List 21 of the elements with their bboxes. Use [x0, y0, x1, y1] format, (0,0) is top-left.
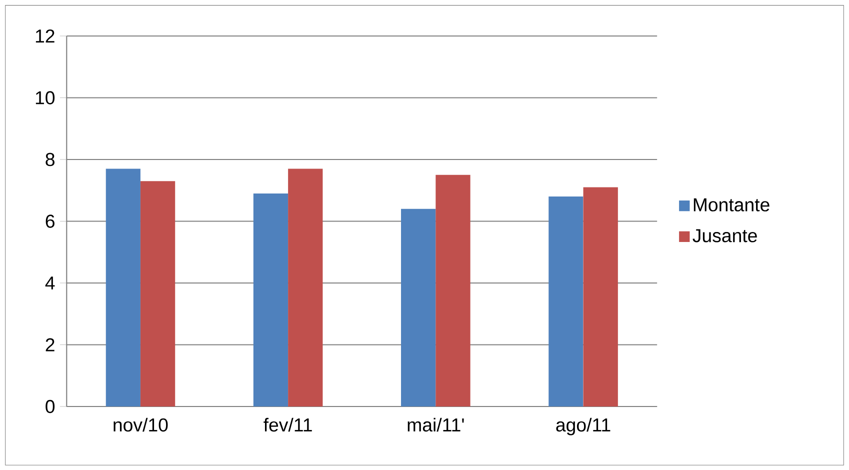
bar [140, 180, 176, 406]
y-tick-label: 10 [36, 90, 55, 104]
legend-label: Jusante [692, 229, 757, 242]
bar [106, 168, 140, 406]
bar [288, 168, 323, 406]
x-tick-label: nov/10 [114, 418, 168, 432]
bar [436, 174, 470, 406]
y-tick-label: 0 [46, 400, 55, 413]
x-tick-label: mai/11' [408, 418, 464, 432]
y-tick-label: 4 [45, 276, 55, 290]
x-tick-label: fev/11 [264, 418, 312, 432]
y-tick-label: 2 [46, 338, 54, 352]
y-tick-label: 8 [46, 152, 54, 166]
bar [253, 193, 288, 406]
bar [548, 196, 584, 406]
y-tick-label: 12 [36, 29, 54, 42]
y-tick-label: 6 [46, 214, 54, 228]
legend-label: Montante [694, 198, 770, 212]
x-tick-label: ago/11 [556, 418, 610, 436]
bar [401, 208, 436, 406]
bar [583, 187, 618, 406]
